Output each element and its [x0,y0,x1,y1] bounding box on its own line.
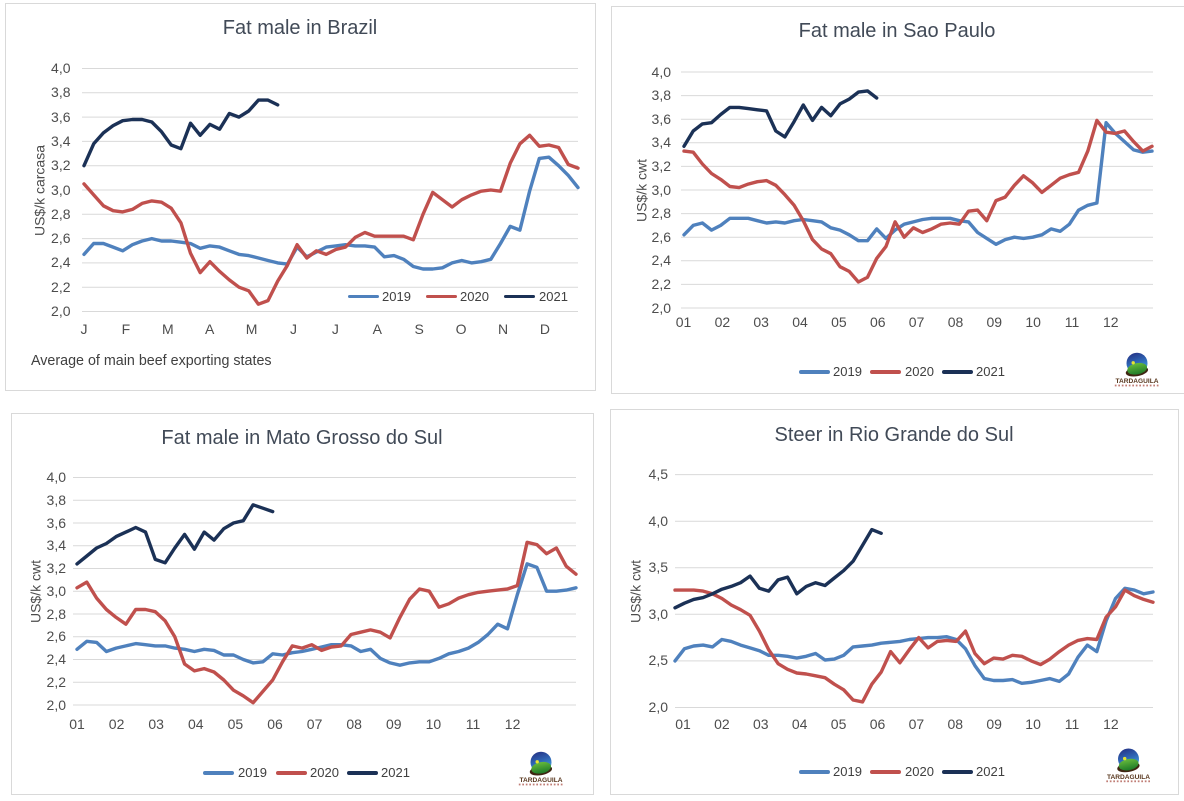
svg-text:TARDAGUILA: TARDAGUILA [1115,378,1158,385]
svg-text:TARDAGUILA: TARDAGUILA [519,777,562,784]
svg-text:TARDAGUILA: TARDAGUILA [1107,774,1150,781]
